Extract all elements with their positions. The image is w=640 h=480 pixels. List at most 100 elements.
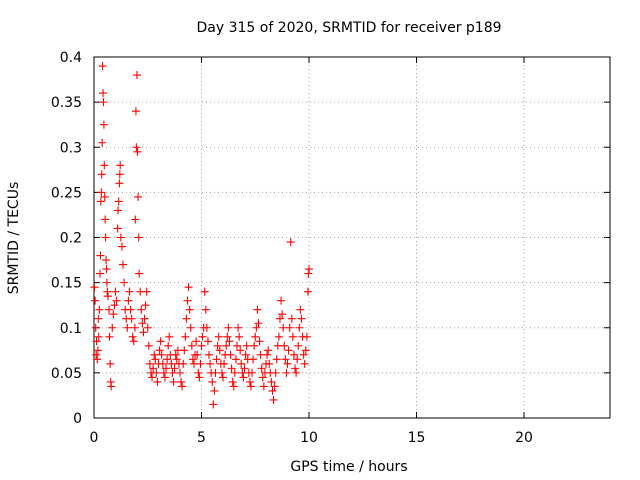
data-point	[109, 310, 118, 319]
data-point	[180, 346, 189, 355]
data-point	[99, 89, 108, 98]
data-point	[140, 314, 149, 323]
data-point	[227, 364, 236, 373]
data-point	[194, 368, 203, 377]
data-point	[303, 287, 312, 296]
data-point	[197, 341, 206, 350]
data-point	[305, 265, 313, 274]
data-point	[98, 138, 107, 147]
data-point	[169, 377, 178, 386]
data-point	[157, 350, 166, 359]
data-point	[123, 323, 132, 332]
data-point	[143, 323, 152, 332]
data-point	[195, 373, 204, 382]
data-point	[300, 359, 309, 368]
data-point	[286, 238, 295, 247]
data-point	[185, 305, 194, 314]
data-point	[172, 355, 181, 364]
data-point	[96, 269, 105, 278]
data-point	[287, 314, 296, 323]
data-point	[133, 71, 141, 80]
data-point	[193, 350, 202, 359]
y-tick-label: 0.15	[51, 276, 82, 292]
data-point	[268, 386, 277, 395]
data-point	[141, 301, 150, 310]
data-point	[96, 197, 105, 206]
data-point	[234, 323, 243, 332]
data-point	[153, 377, 162, 386]
data-point	[127, 314, 136, 323]
data-point	[177, 377, 186, 386]
data-point	[178, 382, 187, 391]
data-point	[130, 323, 139, 332]
data-point	[271, 368, 280, 377]
data-point	[225, 337, 234, 346]
data-point	[245, 377, 254, 386]
data-point	[182, 314, 191, 323]
data-point	[114, 197, 123, 206]
data-point	[151, 355, 160, 364]
data-point	[215, 346, 224, 355]
y-tick-label: 0.3	[60, 140, 82, 156]
data-point	[235, 332, 244, 341]
data-point	[229, 382, 238, 391]
data-point	[137, 305, 146, 314]
data-point	[168, 368, 177, 377]
data-point	[250, 341, 259, 350]
data-point	[133, 147, 142, 156]
data-point	[187, 341, 196, 350]
data-point	[171, 350, 180, 359]
data-point	[292, 368, 301, 377]
data-point	[248, 368, 257, 377]
data-point	[100, 161, 109, 170]
data-point	[98, 62, 107, 71]
data-point	[131, 215, 140, 224]
y-tick-label: 0.1	[60, 321, 82, 337]
data-point	[134, 233, 143, 242]
data-point	[148, 373, 157, 382]
data-point	[120, 278, 129, 287]
data-point	[201, 305, 210, 314]
data-point	[97, 170, 106, 179]
x-tick-label: 15	[408, 430, 426, 446]
data-point	[278, 310, 287, 319]
data-point	[257, 364, 266, 373]
data-point	[188, 355, 197, 364]
data-point	[212, 355, 221, 364]
y-tick-label: 0.4	[60, 50, 82, 66]
data-point	[115, 179, 124, 188]
x-tick-label: 20	[515, 430, 533, 446]
data-point	[124, 296, 133, 305]
y-tick-label: 0.25	[51, 185, 82, 201]
data-point	[186, 323, 195, 332]
data-point	[264, 346, 273, 355]
data-point	[251, 332, 260, 341]
data-point	[205, 350, 214, 359]
data-point	[184, 283, 193, 292]
data-point	[92, 350, 101, 359]
data-point	[272, 355, 281, 364]
data-point	[232, 341, 241, 350]
data-point	[281, 355, 290, 364]
data-point	[139, 328, 148, 337]
data-point	[246, 382, 255, 391]
data-point	[223, 332, 232, 341]
data-point	[226, 350, 235, 359]
y-tick-label: 0	[73, 411, 82, 427]
data-point	[145, 359, 154, 368]
data-point	[217, 368, 226, 377]
data-point	[206, 359, 215, 368]
data-point	[112, 296, 121, 305]
data-point	[95, 305, 104, 314]
data-point	[92, 337, 101, 346]
data-point	[294, 341, 303, 350]
data-point	[150, 350, 159, 359]
data-point	[176, 368, 184, 377]
data-point	[265, 359, 274, 368]
data-point	[253, 305, 262, 314]
data-point	[240, 364, 249, 373]
data-point	[258, 373, 267, 382]
data-point	[91, 296, 100, 305]
data-point	[196, 359, 205, 368]
